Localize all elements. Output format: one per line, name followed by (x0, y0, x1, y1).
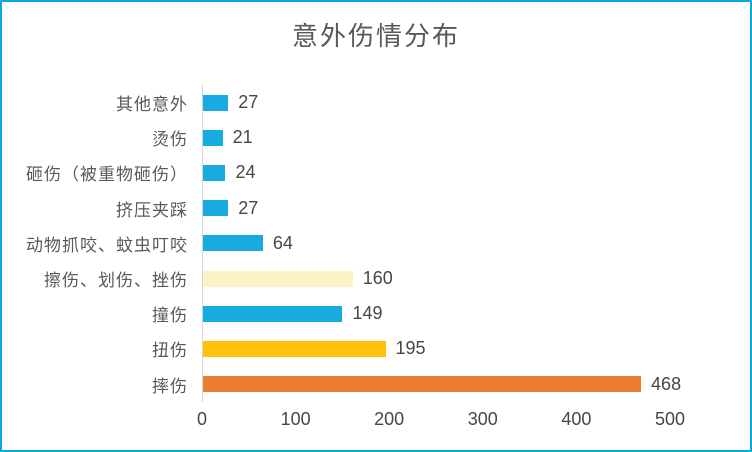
plot-cell: 21 (202, 120, 671, 156)
x-tick-label: 200 (374, 409, 405, 429)
bar-row: 摔伤 468 (2, 366, 750, 402)
category-label: 摔伤 (152, 376, 188, 396)
plot-cell: 468 (202, 366, 681, 402)
bar (203, 200, 229, 217)
value-label: 27 (238, 197, 259, 218)
bar-row: 撞伤 149 (2, 296, 750, 332)
value-label: 149 (352, 303, 383, 324)
category-label: 其他意外 (116, 95, 188, 115)
category-label: 挤压夹踩 (116, 200, 188, 220)
plot-cell: 160 (202, 260, 671, 297)
bar-row: 其他意外 27 (2, 85, 750, 121)
x-axis: 0 100 200 300 400 500 (197, 409, 685, 433)
value-label: 468 (651, 373, 682, 394)
value-label: 64 (272, 232, 293, 253)
x-tick-label: 100 (280, 409, 311, 429)
bar-row: 烫伤 21 (2, 120, 750, 156)
value-label: 160 (362, 268, 393, 289)
bar-row: 扭伤 195 (2, 331, 750, 367)
category-label: 烫伤 (152, 130, 188, 150)
bar (203, 235, 263, 252)
category-label: 扭伤 (152, 341, 188, 361)
bar (203, 340, 386, 357)
value-label: 24 (235, 162, 256, 183)
plot-cell: 64 (202, 225, 671, 261)
value-label: 195 (395, 338, 426, 359)
value-label: 27 (238, 92, 259, 113)
bar (203, 305, 343, 322)
category-label: 擦伤、划伤、挫伤 (44, 271, 188, 291)
plot-cell: 149 (202, 296, 671, 332)
plot-cell: 27 (202, 85, 671, 121)
bar-row: 挤压夹踩 27 (2, 190, 750, 226)
bar (203, 270, 353, 287)
category-label: 动物抓咬、蚊虫叮咬 (26, 235, 188, 255)
x-tick-label: 500 (654, 409, 686, 429)
bar (203, 129, 223, 146)
plot-cell: 24 (202, 155, 671, 191)
category-label: 撞伤 (152, 306, 188, 326)
category-label: 砸伤（被重物砸伤） (26, 165, 188, 185)
bar-row: 砸伤（被重物砸伤） 24 (2, 155, 750, 191)
value-label: 21 (232, 127, 253, 148)
plot-cell: 27 (202, 190, 671, 226)
chart-title: 意外伤情分布 (291, 21, 460, 51)
bar-row: 动物抓咬、蚊虫叮咬 64 (2, 225, 750, 261)
bar (203, 164, 226, 181)
plot-cell: 195 (202, 331, 671, 367)
x-tick-label: 0 (196, 409, 208, 429)
bar (203, 376, 642, 393)
bar-row: 擦伤、划伤、挫伤 160 (2, 260, 750, 297)
bar (203, 94, 229, 111)
x-tick-label: 400 (561, 409, 592, 429)
x-tick-label: 300 (467, 409, 498, 429)
bar-rows: 其他意外 27 烫伤 21 砸伤（被重物砸伤） 24 挤压夹踩 27 动物抓咬、蚊虫叮咬 64 擦伤… (2, 85, 750, 402)
